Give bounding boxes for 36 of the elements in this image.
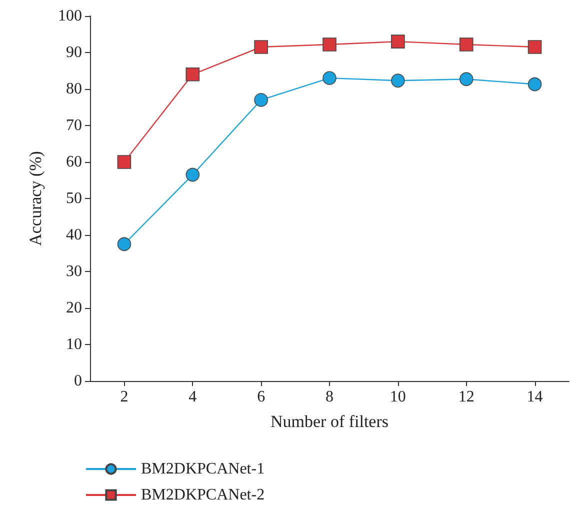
legend-label: BM2DKPCANet-2	[141, 486, 265, 504]
y-tick-label: 0	[74, 372, 82, 390]
y-tick-label: 10	[66, 336, 82, 353]
x-tick-label: 8	[326, 388, 334, 406]
point	[459, 38, 474, 52]
y-tick-label: 30	[66, 263, 82, 280]
point	[117, 155, 132, 169]
point	[254, 93, 268, 107]
point	[391, 34, 405, 48]
x-tick-label: 4	[188, 388, 197, 406]
point	[459, 72, 474, 86]
x-tick-label: 14	[526, 388, 543, 406]
y-tick-label: 20	[66, 300, 82, 316]
y-tick-label: 50	[66, 190, 82, 207]
y-tick-label: 90	[66, 44, 82, 61]
y-axis-title: Accuracy (%)	[26, 151, 45, 246]
point	[528, 40, 542, 54]
legend-label: BM2DKPCANet-1	[141, 460, 265, 478]
y-tick-label: 70	[66, 117, 82, 134]
y-tick-label: 60	[66, 154, 82, 170]
point	[391, 74, 405, 88]
y-tick-label: 40	[66, 226, 82, 244]
point	[528, 77, 542, 92]
x-tick-label: 2	[120, 388, 128, 406]
x-tick-label: 6	[257, 388, 266, 406]
point	[117, 237, 132, 252]
point	[322, 71, 336, 85]
point	[254, 40, 268, 54]
x-tick-label: 12	[458, 388, 474, 406]
x-axis-title: Number of filters	[270, 412, 389, 431]
point	[186, 168, 200, 182]
y-tick-label: 80	[66, 80, 82, 98]
point	[186, 68, 200, 82]
point	[322, 38, 336, 52]
y-tick-label: 100	[58, 8, 82, 24]
x-tick-label: 10	[390, 388, 406, 406]
